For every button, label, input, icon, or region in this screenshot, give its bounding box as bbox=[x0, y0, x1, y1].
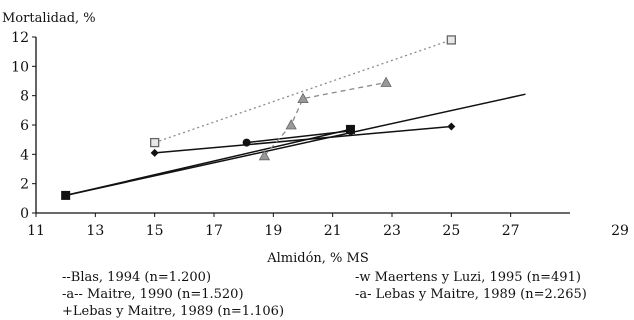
data-point-maertens-luzi-1995 bbox=[447, 122, 456, 131]
y-tick-label: 10 bbox=[11, 59, 29, 75]
x-tick-label: 17 bbox=[205, 223, 223, 239]
axes bbox=[35, 37, 570, 214]
series-line-maitre-1990 bbox=[246, 130, 351, 144]
x-tick-label: 21 bbox=[324, 223, 342, 239]
chart-svg: Mortalidad, % 0 2 4 6 8 10 12 11 13 15 17 19 21 23 25… bbox=[2, 11, 629, 264]
x-tick-label: 15 bbox=[146, 223, 164, 239]
y-tick-label: 12 bbox=[11, 30, 29, 46]
data-point-blas-1994 bbox=[150, 137, 160, 148]
data-point-lebas-maitre-2265 bbox=[297, 92, 309, 103]
legend-entry-blas-1994: --Blas, 1994 (n=1.200) bbox=[62, 270, 212, 285]
series-line-blas-1994 bbox=[154, 39, 452, 144]
series-line-lebas-maitre-2265 bbox=[263, 81, 387, 157]
data-point-lebas-maitre-2265 bbox=[258, 149, 271, 161]
x-tick-label: 29 bbox=[611, 223, 629, 239]
x-tick-label: 13 bbox=[86, 223, 104, 239]
y-tick-label: 8 bbox=[20, 89, 29, 105]
data-point-blas-1994 bbox=[446, 35, 456, 45]
x-tick-label: 11 bbox=[27, 223, 45, 239]
x-axis-label: Almidón, % MS bbox=[266, 251, 369, 264]
y-ticks: 0 2 4 6 8 10 12 bbox=[11, 30, 36, 222]
data-point-maertens-luzi-1995 bbox=[150, 148, 159, 157]
y-tick-label: 0 bbox=[20, 206, 29, 222]
data-point-lebas-maitre-2265 bbox=[380, 76, 392, 87]
y-tick-label: 4 bbox=[20, 147, 29, 163]
data-point-lebas-maitre-2265 bbox=[285, 119, 297, 130]
x-tick-label: 23 bbox=[383, 223, 401, 239]
legend-entry-lebas-maitre-2265: -a- Lebas y Maitre, 1989 (n=2.265) bbox=[355, 287, 587, 302]
series-lines bbox=[65, 39, 526, 197]
y-tick-label: 6 bbox=[20, 118, 29, 134]
data-point-maitre-1990 bbox=[242, 138, 251, 147]
x-tick-label: 19 bbox=[264, 223, 282, 239]
series-line-maertens-luzi-1995 bbox=[154, 125, 452, 154]
legend-entry-maertens-luzi-1995: -w Maertens y Luzi, 1995 (n=491) bbox=[355, 270, 581, 285]
y-axis-label: Mortalidad, % bbox=[2, 11, 96, 26]
series-markers bbox=[61, 35, 456, 200]
legend-entry-maitre-1990: -a-- Maitre, 1990 (n=1.520) bbox=[62, 287, 244, 302]
y-tick-label: 2 bbox=[20, 177, 29, 193]
x-ticks: 11 13 15 17 19 21 23 25 27 29 bbox=[27, 213, 629, 239]
legend-entry-lebas-maitre-1106: +Lebas y Maitre, 1989 (n=1.106) bbox=[62, 304, 285, 319]
data-point-lebas-maitre-1106 bbox=[61, 190, 71, 200]
x-tick-label: 25 bbox=[442, 223, 460, 239]
x-tick-label: 27 bbox=[502, 223, 520, 239]
data-point-maitre-1990 bbox=[346, 126, 355, 135]
series-line-lebas-maitre-1106-regression bbox=[65, 93, 526, 197]
